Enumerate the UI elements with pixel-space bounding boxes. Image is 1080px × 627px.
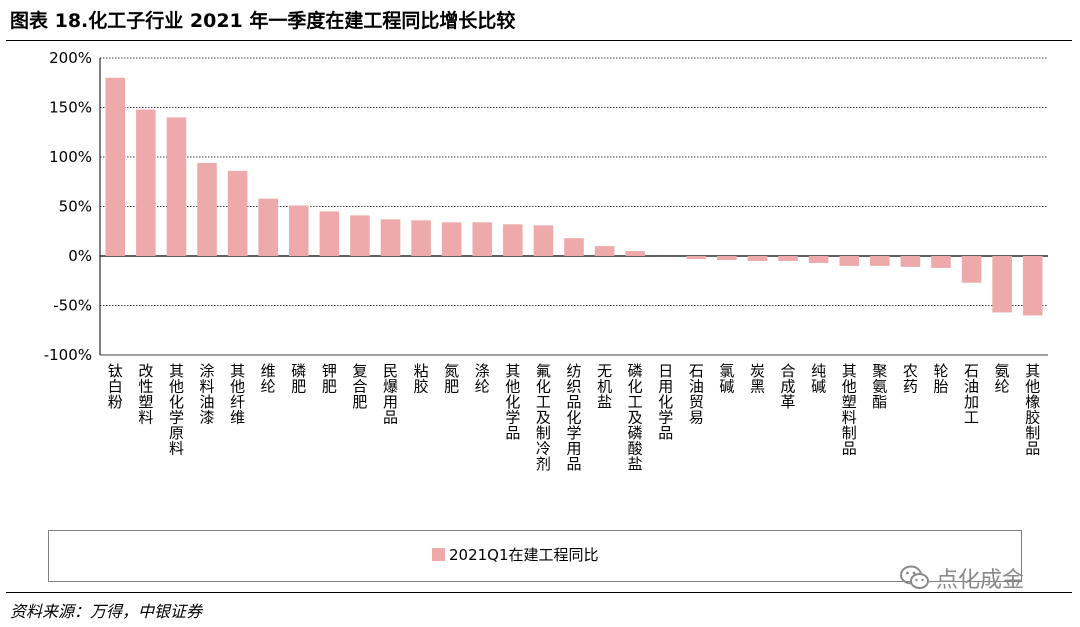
x-tick-label: 日用化学品 bbox=[658, 362, 673, 442]
bar bbox=[411, 220, 431, 256]
chart-title: 图表 18.化工子行业 2021 年一季度在建工程同比增长比较 bbox=[10, 10, 516, 32]
x-tick-label: 其他塑料制品 bbox=[842, 362, 857, 458]
bar bbox=[564, 238, 584, 256]
bar bbox=[686, 256, 707, 259]
y-tick-label: -100% bbox=[44, 346, 92, 364]
x-tick-label: 合成革 bbox=[781, 362, 796, 411]
bar bbox=[1022, 256, 1043, 316]
x-tick-label: 纯碱 bbox=[811, 362, 826, 396]
bar bbox=[717, 256, 737, 260]
bar bbox=[808, 256, 829, 263]
x-tick-label: 氮肥 bbox=[444, 362, 459, 396]
x-tick-label: 石油加工 bbox=[964, 362, 979, 427]
bar bbox=[380, 219, 401, 256]
bar bbox=[441, 222, 462, 256]
x-tick-label: 维纶 bbox=[261, 362, 276, 396]
bar bbox=[136, 109, 156, 256]
legend-box bbox=[48, 530, 1022, 582]
x-tick-label: 石油贸易 bbox=[689, 362, 704, 427]
bar bbox=[778, 256, 798, 261]
bars bbox=[105, 77, 1043, 316]
y-tick-label: 0% bbox=[68, 247, 92, 265]
bar bbox=[747, 256, 768, 261]
y-tick-label: 100% bbox=[49, 148, 92, 166]
bar bbox=[992, 256, 1012, 313]
bar bbox=[533, 225, 554, 256]
x-tick-label: 氟化工及制冷剂 bbox=[536, 362, 551, 473]
bar bbox=[105, 77, 126, 256]
x-tick-label: 农药 bbox=[903, 362, 918, 396]
x-tick-label: 其他橡胶制品 bbox=[1025, 362, 1040, 458]
bar bbox=[503, 224, 523, 256]
x-tick-label: 钛白粉 bbox=[108, 362, 123, 411]
x-tick-label: 无机盐 bbox=[597, 362, 612, 411]
x-tick-label: 炭黑 bbox=[750, 362, 765, 396]
x-tick-label: 钾肥 bbox=[322, 362, 337, 396]
bar bbox=[870, 256, 890, 266]
x-tick-label: 涂料油漆 bbox=[200, 362, 215, 427]
x-tick-label: 纺织品化学用品 bbox=[566, 362, 581, 473]
x-tick-label: 氯碱 bbox=[719, 362, 734, 396]
legend-swatch bbox=[432, 548, 445, 561]
x-tick-label: 改性塑料 bbox=[138, 362, 153, 427]
watermark: 点化成金 bbox=[900, 562, 1024, 594]
bar bbox=[900, 256, 921, 267]
y-tick-label: 200% bbox=[49, 49, 92, 67]
x-tick-label: 其他化学品 bbox=[505, 362, 520, 442]
bar bbox=[288, 205, 309, 256]
y-tick-label: 150% bbox=[49, 99, 92, 117]
bar bbox=[625, 251, 645, 256]
bar bbox=[197, 162, 217, 256]
watermark-text: 点化成金 bbox=[936, 568, 1025, 593]
bar bbox=[594, 246, 615, 256]
top-rule bbox=[6, 40, 1072, 41]
bar bbox=[961, 256, 982, 283]
bar bbox=[319, 211, 340, 256]
x-tick-label: 其他纤维 bbox=[230, 362, 245, 427]
x-tick-label: 复合肥 bbox=[352, 362, 367, 411]
bar bbox=[166, 117, 187, 257]
bottom-rule bbox=[6, 592, 1072, 593]
legend-label: 2021Q1在建工程同比 bbox=[449, 546, 599, 564]
source-note: 资料来源：万得，中银证券 bbox=[10, 602, 203, 621]
y-axis-tick-labels: -100% -50% 0% 50% 100% 150% 200% bbox=[44, 49, 92, 364]
x-tick-label: 磷肥 bbox=[291, 362, 306, 396]
x-tick-label: 民爆用品 bbox=[383, 362, 398, 427]
bar bbox=[472, 222, 493, 256]
bar bbox=[258, 198, 278, 256]
y-tick-label: 50% bbox=[59, 198, 92, 216]
x-tick-label: 聚氨酯 bbox=[872, 362, 887, 411]
x-tick-label: 涤纶 bbox=[475, 362, 490, 396]
y-tick-label: -50% bbox=[53, 297, 92, 315]
x-tick-label: 磷化工及磷酸盐 bbox=[628, 362, 643, 473]
bar bbox=[227, 170, 248, 256]
x-tick-label: 轮胎 bbox=[933, 362, 948, 396]
wechat-icon bbox=[900, 565, 929, 589]
x-tick-label: 粘胶 bbox=[414, 362, 429, 396]
bar bbox=[839, 256, 860, 266]
x-tick-label: 其他化学原料 bbox=[169, 362, 184, 458]
x-tick-label: 氨纶 bbox=[995, 362, 1010, 396]
bar bbox=[350, 215, 370, 256]
bar bbox=[931, 256, 951, 268]
